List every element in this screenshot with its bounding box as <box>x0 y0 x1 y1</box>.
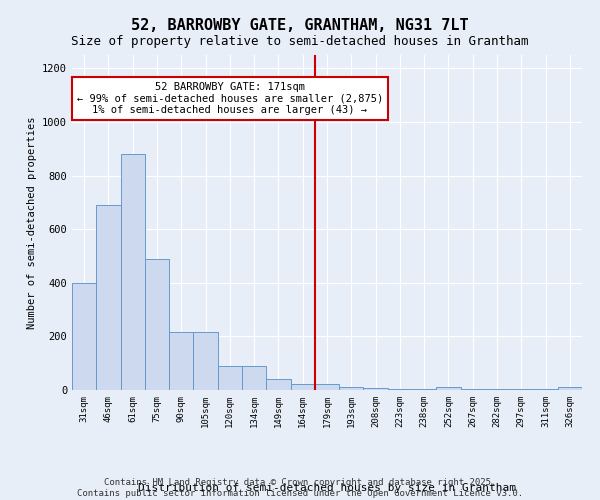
Bar <box>388 388 412 390</box>
Bar <box>533 389 558 390</box>
X-axis label: Distribution of semi-detached houses by size in Grantham: Distribution of semi-detached houses by … <box>138 482 516 492</box>
Bar <box>266 380 290 390</box>
Text: 52 BARROWBY GATE: 171sqm
← 99% of semi-detached houses are smaller (2,875)
1% of: 52 BARROWBY GATE: 171sqm ← 99% of semi-d… <box>77 82 383 115</box>
Bar <box>96 205 121 390</box>
Text: 52, BARROWBY GATE, GRANTHAM, NG31 7LT: 52, BARROWBY GATE, GRANTHAM, NG31 7LT <box>131 18 469 32</box>
Bar <box>485 389 509 390</box>
Bar <box>72 283 96 390</box>
Bar <box>364 388 388 390</box>
Bar <box>509 389 533 390</box>
Bar <box>193 332 218 390</box>
Bar <box>145 258 169 390</box>
Bar <box>290 384 315 390</box>
Text: Contains HM Land Registry data © Crown copyright and database right 2025.
Contai: Contains HM Land Registry data © Crown c… <box>77 478 523 498</box>
Text: Size of property relative to semi-detached houses in Grantham: Size of property relative to semi-detach… <box>71 35 529 48</box>
Bar <box>315 384 339 390</box>
Bar <box>412 388 436 390</box>
Bar <box>169 332 193 390</box>
Bar <box>218 366 242 390</box>
Bar <box>242 366 266 390</box>
Bar <box>461 389 485 390</box>
Bar <box>121 154 145 390</box>
Bar <box>558 388 582 390</box>
Y-axis label: Number of semi-detached properties: Number of semi-detached properties <box>26 116 37 329</box>
Bar <box>339 388 364 390</box>
Bar <box>436 388 461 390</box>
